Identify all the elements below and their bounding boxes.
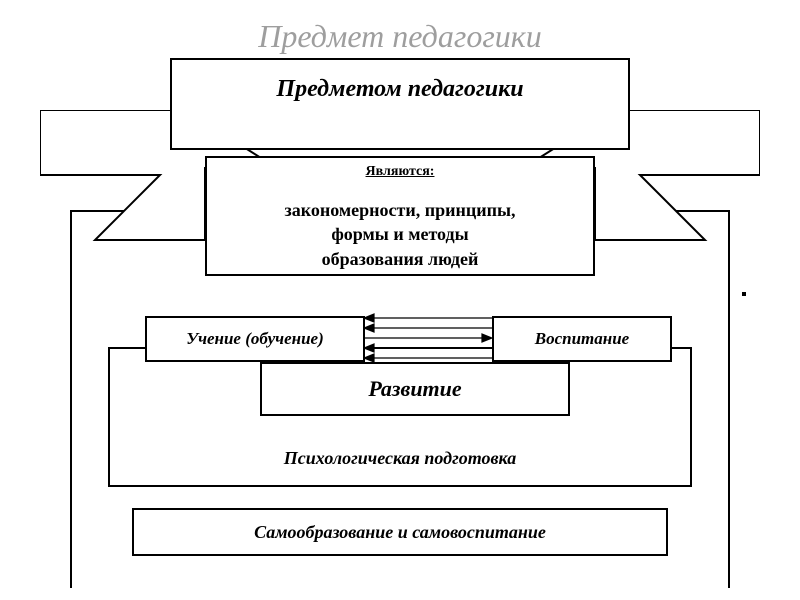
detail-box: Являются: закономерности, принципы, форм… bbox=[205, 156, 595, 276]
detail-heading: Являются: bbox=[207, 164, 593, 180]
learning-box: Учение (обучение) bbox=[145, 316, 365, 362]
development-text: Развитие bbox=[368, 376, 461, 401]
learning-text: Учение (обучение) bbox=[186, 329, 324, 348]
development-box: Развитие bbox=[260, 362, 570, 416]
self-education-text: Самообразование и самовоспитание bbox=[254, 522, 546, 542]
detail-line-2: формы и методы bbox=[331, 224, 468, 244]
detail-body: закономерности, принципы, формы и методы… bbox=[207, 198, 593, 271]
subject-text: Предметом педагогики bbox=[172, 76, 628, 103]
self-education-box: Самообразование и самовоспитание bbox=[132, 508, 668, 556]
accent-dot bbox=[742, 292, 746, 296]
psych-label: Психологическая подготовка bbox=[108, 448, 692, 469]
detail-line-3: образования людей bbox=[322, 249, 479, 269]
upbringing-text: Воспитание bbox=[535, 329, 629, 348]
detail-line-1: закономерности, принципы, bbox=[284, 200, 515, 220]
upbringing-box: Воспитание bbox=[492, 316, 672, 362]
subject-box: Предметом педагогики bbox=[170, 58, 630, 150]
exchange-arrows bbox=[362, 312, 494, 366]
page-title: Предмет педагогики bbox=[0, 18, 800, 55]
diagram-canvas: Предмет педагогики Предметом педагогики … bbox=[0, 0, 800, 600]
